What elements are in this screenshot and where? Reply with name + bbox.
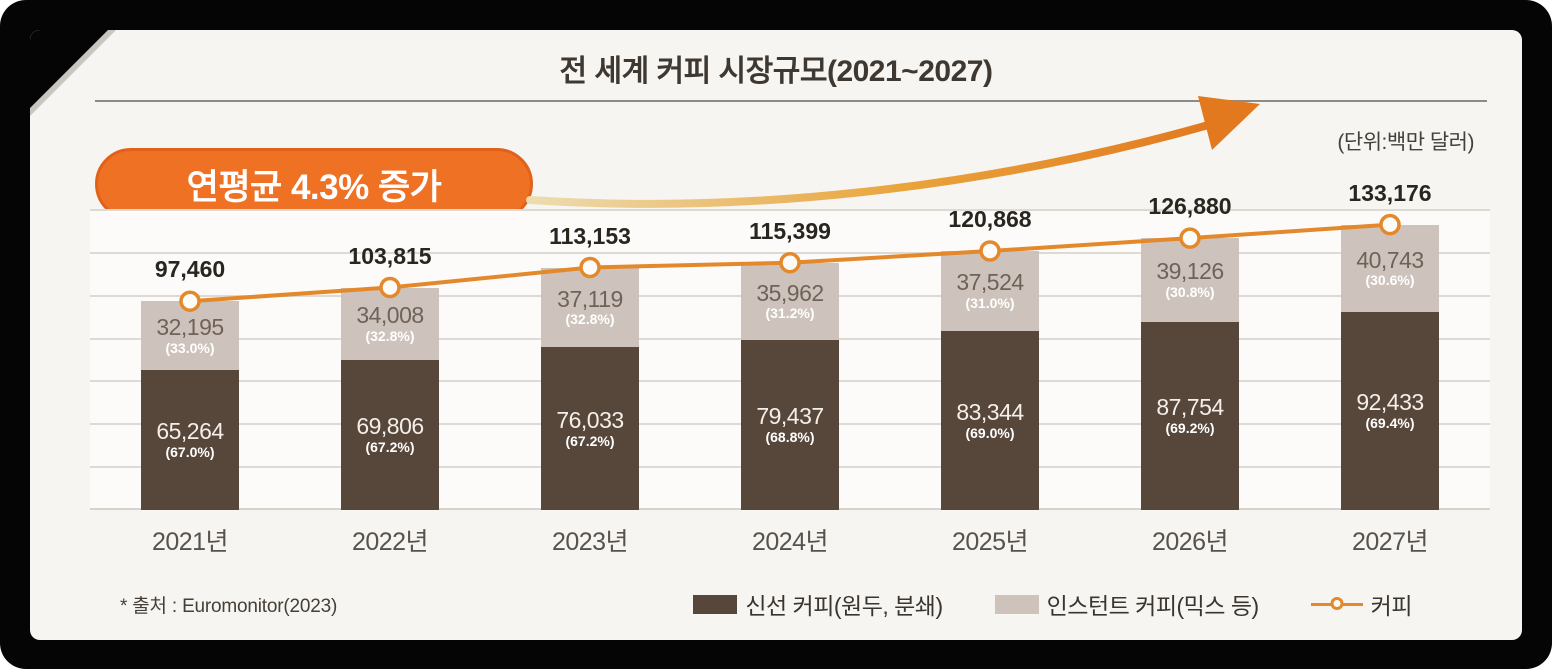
- instant-value: 34,008: [356, 302, 424, 329]
- stacked-bar: 32,195 (33.0%) 65,264 (67.0%): [141, 301, 239, 510]
- total-value-label: 113,153: [549, 222, 631, 249]
- unit-label: (단위:백만 달러): [1337, 131, 1474, 154]
- instant-value: 32,195: [156, 313, 224, 340]
- bar-slot: 34,008 (32.8%) 69,806 (67.2%) 103,815: [290, 210, 490, 510]
- instant-coffee-segment: 34,008 (32.8%): [341, 287, 439, 361]
- x-axis-label: 2027년: [1351, 528, 1429, 556]
- total-value-label: 133,176: [1348, 179, 1432, 206]
- legend-label: 신선 커피(원두, 분쇄): [745, 593, 943, 619]
- bar-slot: 37,119 (32.8%) 76,033 (67.2%) 113,153: [490, 210, 690, 510]
- fresh-coffee-segment: 83,344 (69.0%): [941, 331, 1039, 510]
- chart-title: 전 세계 커피 시장규모(2021~2027): [559, 55, 993, 88]
- bar-slot: 35,962 (31.2%) 79,437 (68.8%) 115,399: [690, 210, 890, 510]
- instant-percent: (31.2%): [765, 305, 815, 322]
- fresh-percent: (69.4%): [1365, 414, 1415, 431]
- legend: 신선 커피(원두, 분쇄) 인스턴트 커피(믹스 등) 커피: [693, 587, 1482, 621]
- fresh-percent: (67.2%): [365, 439, 415, 456]
- bar-slot: 39,126 (30.8%) 87,754 (69.2%) 126,880: [1090, 193, 1290, 510]
- fresh-coffee-segment: 65,264 (67.0%): [141, 370, 239, 510]
- total-value-label: 120,868: [948, 206, 1032, 232]
- stacked-bar: 35,962 (31.2%) 79,437 (68.8%): [741, 262, 839, 510]
- x-axis-label: 2022년: [351, 528, 429, 556]
- bar-slots: 32,195 (33.0%) 65,264 (67.0%) 97,460 34,008 (3…: [90, 180, 1490, 510]
- stacked-bar: 40,743 (30.6%) 92,433 (69.4%): [1341, 224, 1439, 510]
- fresh-value: 69,806: [356, 413, 424, 440]
- stacked-bar: 37,119 (32.8%) 76,033 (67.2%): [541, 267, 639, 510]
- instant-coffee-segment: 35,962 (31.2%): [741, 262, 839, 340]
- total-value-label: 115,399: [749, 217, 831, 244]
- cagr-badge-label: 연평균 4.3% 증가: [186, 167, 442, 207]
- fresh-coffee-segment: 92,433 (69.4%): [1341, 311, 1439, 510]
- total-value-label: 97,460: [154, 256, 226, 283]
- source-note: * 출처 : Euromonitor(2023): [120, 595, 338, 617]
- instant-coffee-segment: 37,524 (31.0%): [941, 251, 1039, 332]
- legend-label: 커피: [1370, 593, 1413, 619]
- stacked-bar: 39,126 (30.8%) 87,754 (69.2%): [1141, 238, 1239, 510]
- x-axis-label: 2026년: [1151, 528, 1229, 556]
- instant-coffee-swatch: [994, 594, 1039, 614]
- fresh-value: 65,264: [156, 418, 224, 445]
- instant-percent: (30.6%): [1365, 272, 1415, 289]
- x-axis-labels: 2021년 2022년 2023년 2024년 2025년 2026년 2027년: [90, 522, 1490, 558]
- footer-row: * 출처 : Euromonitor(2023) 신선 커피(원두, 분쇄) 인스…: [90, 582, 1482, 626]
- instant-coffee-segment: 40,743 (30.6%): [1341, 224, 1439, 312]
- legend-label: 인스턴트 커피(믹스 등): [1046, 593, 1260, 619]
- fresh-coffee-segment: 69,806 (67.2%): [341, 360, 439, 510]
- instant-percent: (31.0%): [965, 295, 1015, 312]
- fresh-coffee-segment: 79,437 (68.8%): [741, 339, 839, 510]
- chart-card: 전 세계 커피 시장규모(2021~2027) (단위:백만 달러) 연평균 4…: [30, 30, 1522, 640]
- instant-value: 39,126: [1156, 258, 1224, 285]
- instant-percent: (32.8%): [565, 311, 615, 328]
- bar-slot: 32,195 (33.0%) 65,264 (67.0%) 97,460: [90, 210, 290, 510]
- fresh-value: 76,033: [556, 406, 624, 433]
- fresh-coffee-swatch: [693, 594, 738, 614]
- x-axis-label: 2025년: [951, 528, 1029, 556]
- title-divider: [95, 100, 1487, 102]
- x-axis-label: 2021년: [151, 528, 229, 556]
- instant-value: 37,524: [956, 269, 1024, 296]
- instant-coffee-segment: 32,195 (33.0%): [141, 301, 239, 371]
- fresh-coffee-segment: 87,754 (69.2%): [1141, 321, 1239, 510]
- gridline: [90, 209, 1490, 211]
- legend-item-fresh-coffee: 신선 커피(원두, 분쇄): [693, 587, 943, 621]
- fresh-value: 83,344: [956, 398, 1024, 425]
- fresh-percent: (67.0%): [165, 444, 215, 461]
- fresh-value: 92,433: [1356, 389, 1424, 416]
- bar-slot: 40,743 (30.6%) 92,433 (69.4%) 133,176: [1290, 180, 1490, 510]
- x-axis-label: 2023년: [551, 528, 629, 556]
- stacked-bar: 37,524 (31.0%) 83,344 (69.0%): [941, 251, 1039, 510]
- coffee-line-marker-icon: [1310, 595, 1363, 614]
- fresh-value: 79,437: [756, 403, 824, 430]
- fresh-percent: (68.8%): [765, 428, 815, 445]
- legend-item-coffee-line: 커피: [1310, 587, 1413, 621]
- instant-value: 40,743: [1356, 246, 1424, 273]
- instant-coffee-segment: 39,126 (30.8%): [1141, 238, 1239, 322]
- legend-item-instant-coffee: 인스턴트 커피(믹스 등): [994, 587, 1260, 621]
- instant-value: 37,119: [557, 285, 623, 312]
- plot-area: 32,195 (33.0%) 65,264 (67.0%) 97,460 34,008 (3…: [90, 180, 1490, 510]
- instant-percent: (32.8%): [365, 328, 415, 345]
- total-value-label: 126,880: [1148, 193, 1232, 220]
- fresh-percent: (69.0%): [965, 424, 1015, 441]
- total-value-label: 103,815: [348, 242, 432, 269]
- fresh-value: 87,754: [1156, 394, 1224, 421]
- fresh-coffee-segment: 76,033 (67.2%): [541, 347, 639, 510]
- instant-percent: (30.8%): [1165, 284, 1215, 301]
- instant-value: 35,962: [756, 279, 824, 306]
- bar-slot: 37,524 (31.0%) 83,344 (69.0%) 120,868: [890, 206, 1090, 510]
- instant-coffee-segment: 37,119 (32.8%): [541, 267, 639, 348]
- instant-percent: (33.0%): [165, 339, 215, 356]
- fresh-percent: (69.2%): [1165, 420, 1215, 436]
- fresh-percent: (67.2%): [565, 432, 615, 449]
- x-axis-label: 2024년: [751, 528, 829, 556]
- stacked-bar: 34,008 (32.8%) 69,806 (67.2%): [341, 287, 439, 510]
